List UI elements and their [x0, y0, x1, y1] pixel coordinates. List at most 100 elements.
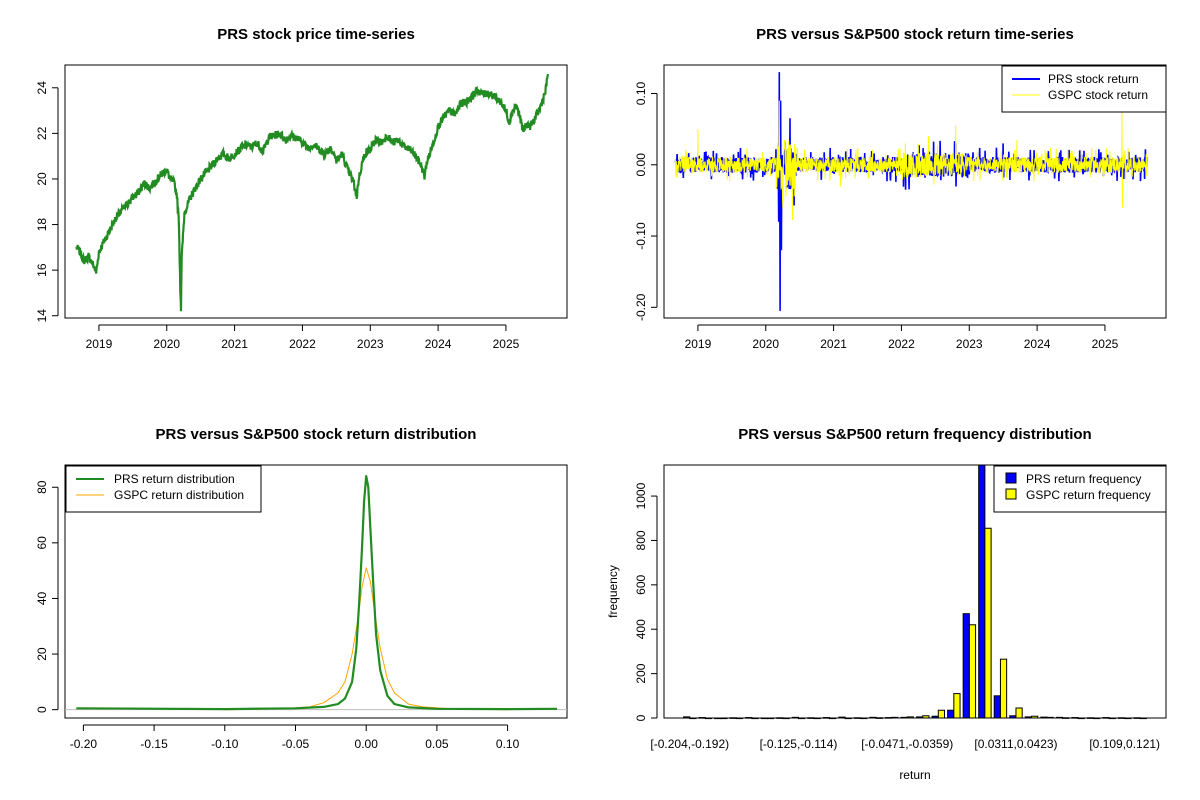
histogram-y-tick-label: 800 — [634, 530, 648, 550]
price-x-tick-label: 2023 — [357, 337, 384, 351]
gspc-frequency-bar — [844, 717, 852, 720]
price-chart-title: PRS stock price time-series — [217, 26, 415, 43]
price-y-tick-label: 16 — [35, 263, 49, 277]
returns-x-tick-label: 2021 — [820, 337, 847, 351]
prs-frequency-bar — [760, 717, 768, 720]
returns-x-tick-label: 2022 — [888, 337, 915, 351]
gspc-frequency-bar — [1015, 707, 1023, 719]
returns-x-tick-label: 2023 — [956, 337, 983, 351]
gspc-frequency-bar — [1046, 716, 1054, 719]
gspc-return-series-line — [675, 100, 1148, 220]
returns-y-tick-label: 0.10 — [634, 82, 648, 106]
gspc-frequency-bar — [735, 717, 744, 720]
gspc-frequency-bar — [1139, 717, 1147, 720]
gspc-frequency-bar — [875, 717, 883, 719]
gspc-frequency-bar — [704, 717, 713, 720]
gspc-frequency-bar — [984, 527, 992, 719]
density-chart-title: PRS versus S&P500 stock return distribut… — [156, 426, 477, 443]
gspc-frequency-bar — [766, 717, 775, 720]
prs-frequency-bar — [869, 716, 877, 719]
price-plot-frame — [64, 64, 568, 319]
prs-frequency-bar — [962, 613, 970, 719]
returns-legend: PRS stock return GSPC stock return — [1001, 65, 1167, 113]
histogram-chart-title: PRS versus S&P500 return frequency distr… — [738, 426, 1091, 443]
histogram-x-tick-label: [-0.125,-0.114) — [760, 737, 838, 751]
returns-legend-box — [1001, 65, 1167, 113]
gspc-frequency-bar — [1124, 717, 1132, 720]
returns-x-tick-label: 2020 — [752, 337, 779, 351]
density-legend: PRS return distribution GSPC return distr… — [65, 465, 262, 513]
histogram-y-tick-label: 1000 — [634, 482, 648, 509]
price-y-tick-label: 22 — [35, 126, 49, 140]
prs-frequency-bar — [776, 717, 784, 719]
prs-frequency-bar — [683, 716, 691, 719]
prs-frequency-bar — [714, 717, 722, 720]
histogram-plot-frame — [663, 464, 1167, 719]
returns-x-tick-label: 2025 — [1092, 337, 1119, 351]
returns-chart-title: PRS versus S&P500 stock return time-seri… — [756, 26, 1074, 43]
gspc-frequency-bar — [937, 709, 946, 719]
prs-frequency-bar — [978, 464, 986, 719]
price-x-tick-label: 2025 — [493, 337, 520, 351]
prs-frequency-bar — [1024, 716, 1032, 719]
price-chart: PRS stock price time-series 2019 2020 2021 2… — [35, 26, 568, 351]
prs-frequency-bar — [838, 716, 846, 719]
gspc-frequency-bar — [798, 717, 806, 720]
price-y-tick-label: 24 — [35, 81, 49, 95]
histogram-legend-key — [1005, 488, 1017, 500]
density-x-tick-label: -0.15 — [140, 737, 168, 751]
price-y-tick-label: 18 — [35, 218, 49, 232]
histogram-y-tick-label: 200 — [634, 663, 648, 683]
prs-frequency-bar — [791, 716, 800, 719]
gspc-frequency-bar — [860, 717, 868, 720]
price-series-line — [75, 73, 550, 312]
price-x-tick-label: 2020 — [153, 337, 180, 351]
gspc-frequency-bar — [829, 717, 837, 720]
gspc-frequency-bar — [689, 717, 697, 720]
density-x-tick-label: -0.10 — [211, 737, 239, 751]
price-y-tick-label: 14 — [35, 309, 49, 323]
gspc-frequency-bar — [922, 715, 930, 719]
density-y-tick-label: 40 — [35, 591, 49, 605]
returns-y-tick-label: -0.20 — [634, 293, 648, 321]
histogram-x-tick-label: [-0.0471,-0.0359) — [861, 737, 953, 751]
prs-frequency-bar — [853, 717, 862, 719]
density-y-tick-label: 60 — [35, 536, 49, 550]
density-legend-label: PRS return distribution — [114, 472, 235, 486]
histogram-legend-key — [1005, 472, 1017, 484]
prs-frequency-bar — [1040, 716, 1048, 719]
prs-frequency-bar — [1071, 717, 1079, 719]
density-x-tick-label: -0.20 — [70, 737, 98, 751]
price-x-tick-label: 2024 — [425, 337, 452, 351]
returns-y-tick-label: -0.10 — [634, 222, 648, 250]
gspc-frequency-bar — [1108, 717, 1116, 720]
density-x-tick-label: 0.00 — [355, 737, 379, 751]
prs-frequency-bar — [698, 717, 706, 719]
histogram-x-tick-label: [0.109,0.121) — [1089, 737, 1160, 751]
prs-frequency-bar — [993, 695, 1001, 719]
histogram-chart: PRS versus S&P500 return frequency distr… — [606, 426, 1167, 782]
gspc-frequency-bar — [999, 658, 1008, 719]
prs-density-line — [76, 475, 558, 711]
density-y-tick-label: 0 — [35, 706, 49, 713]
gspc-frequency-bar — [720, 717, 728, 720]
prs-frequency-bar — [1117, 717, 1126, 719]
prs-frequency-bar — [807, 717, 815, 719]
histogram-y-tick-label: 0 — [634, 714, 648, 721]
gspc-frequency-bar — [1062, 717, 1070, 719]
returns-x-tick-label: 2024 — [1024, 337, 1051, 351]
prs-frequency-bar — [1009, 715, 1017, 719]
prs-frequency-bar — [822, 717, 831, 719]
gspc-frequency-bar — [782, 717, 790, 720]
density-plot-frame — [64, 464, 568, 719]
density-x-tick-label: 0.05 — [425, 737, 449, 751]
density-x-tick-label: 0.10 — [496, 737, 520, 751]
price-x-tick-label: 2019 — [86, 337, 113, 351]
prs-frequency-bar — [1133, 717, 1141, 719]
price-x-tick-label: 2021 — [221, 337, 248, 351]
price-x-tick-label: 2022 — [289, 337, 316, 351]
prs-frequency-bar — [729, 717, 737, 719]
returns-x-tick-label: 2019 — [685, 337, 712, 351]
returns-legend-label: GSPC stock return — [1048, 88, 1148, 102]
